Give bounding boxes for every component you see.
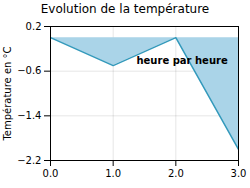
svg-text:−1.4: −1.4 — [17, 110, 41, 121]
svg-text:0.2: 0.2 — [26, 21, 42, 32]
svg-text:−2.2: −2.2 — [17, 155, 41, 166]
svg-text:3.0: 3.0 — [231, 168, 247, 179]
svg-text:Température en °C: Température en °C — [2, 46, 13, 141]
svg-text:−0.6: −0.6 — [17, 65, 41, 76]
svg-text:0.0: 0.0 — [43, 168, 59, 179]
svg-text:heure par heure: heure par heure — [136, 55, 227, 66]
svg-text:1.0: 1.0 — [105, 168, 121, 179]
svg-text:2.0: 2.0 — [168, 168, 184, 179]
html-text:Evolution de la température: Evolution de la température — [40, 2, 210, 16]
